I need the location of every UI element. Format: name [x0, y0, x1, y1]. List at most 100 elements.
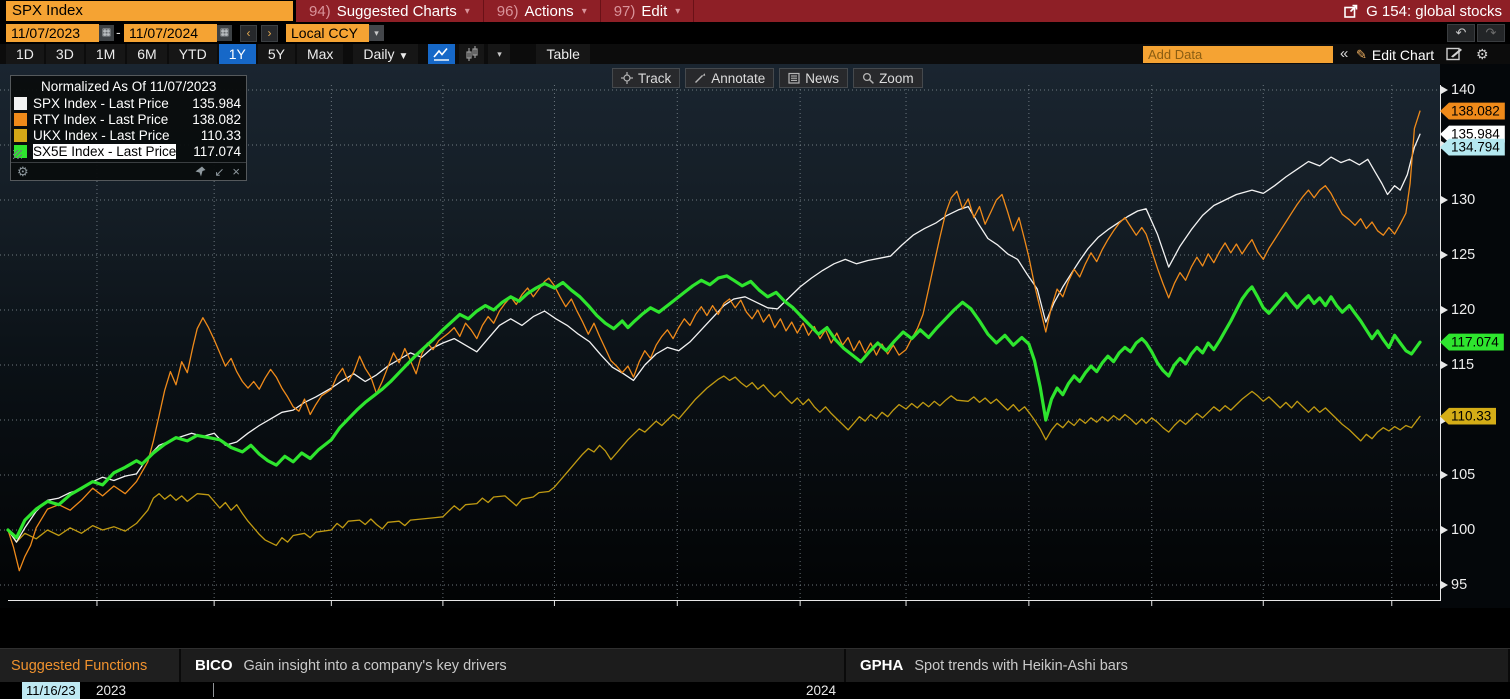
price-tick: 140: [1441, 82, 1475, 98]
line-chart-icon: [433, 47, 449, 61]
legend-gear-icon[interactable]: ⚙: [17, 163, 29, 179]
pin-icon[interactable]: [195, 166, 206, 177]
tick-arrow-icon: [1441, 306, 1448, 314]
legend-row[interactable]: SX5E Index - Last Price 117.074: [11, 143, 246, 159]
menu-item-number: 94): [309, 2, 331, 20]
frequency-select[interactable]: Daily ▼: [353, 44, 419, 64]
range-start-date-tag: 11/16/23: [22, 682, 80, 699]
series-rty: [7, 110, 1421, 572]
table-button[interactable]: Table: [536, 44, 590, 64]
series-ukx: [7, 375, 1421, 547]
legend-series-value: 117.074: [193, 143, 241, 159]
legend-close-icon[interactable]: ×: [232, 164, 240, 179]
security-input[interactable]: SPX Index: [6, 1, 293, 21]
year-divider: [213, 683, 214, 697]
prev-period-button[interactable]: ‹: [240, 25, 257, 42]
tick-label: 120: [1451, 302, 1476, 318]
overlay-button-label: Zoom: [879, 70, 914, 86]
minimize-arrow-icon[interactable]: ↙: [214, 164, 225, 179]
tick-label: 100: [1451, 522, 1476, 538]
menu-item-edit[interactable]: 97) Edit ▾: [601, 0, 695, 22]
legend-resize-grip[interactable]: [13, 150, 22, 159]
range-tab-1y[interactable]: 1Y: [218, 44, 256, 64]
annotate-button[interactable]: Annotate: [685, 68, 775, 88]
time-axis-years: 11/16/23 2023 2024: [0, 682, 1440, 699]
legend-row[interactable]: SPX Index - Last Price 135.984: [11, 95, 246, 111]
calendar-from-icon[interactable]: ▦: [99, 25, 114, 41]
suggestion-code: BICO: [195, 657, 233, 674]
chart-annotations-icon[interactable]: [1446, 46, 1463, 62]
date-from-field[interactable]: 11/07/2023: [6, 24, 99, 42]
candlestick-icon: [466, 46, 478, 61]
menu-item-actions[interactable]: 96) Actions ▾: [484, 0, 601, 22]
track-button[interactable]: Track: [612, 68, 681, 88]
candle-body: [466, 51, 472, 59]
redo-button[interactable]: ↷: [1477, 24, 1505, 42]
i: [869, 79, 874, 84]
tick-arrow-icon: [1441, 251, 1448, 259]
suggested-functions-header: Suggested Functions: [0, 649, 181, 682]
date-separator: -: [116, 24, 121, 40]
suggestion-desc: Spot trends with Heikin-Ashi bars: [914, 657, 1128, 674]
legend-series-value: 110.33: [200, 127, 241, 143]
add-data-input[interactable]: [1143, 46, 1333, 63]
range-tab-5y[interactable]: 5Y: [257, 44, 295, 64]
range-tab-1m[interactable]: 1M: [85, 44, 126, 64]
range-tab-max[interactable]: Max: [296, 44, 344, 64]
range-tab-6m[interactable]: 6M: [127, 44, 167, 64]
chevron-down-icon: ▾: [464, 5, 470, 17]
range-tab-1d[interactable]: 1D: [6, 44, 44, 64]
settings-gear-icon[interactable]: ⚙: [1476, 46, 1489, 62]
workspace-label: G 154: global stocks: [1366, 2, 1502, 20]
undo-button[interactable]: ↶: [1447, 24, 1475, 42]
next-period-button[interactable]: ›: [261, 25, 278, 42]
line-chart-glyph: [433, 47, 448, 58]
price-tick: 120: [1441, 302, 1475, 318]
workspace-link[interactable]: G 154: global stocks: [1344, 0, 1510, 22]
legend-row[interactable]: UKX Index - Last Price 110.33: [11, 127, 246, 143]
news-button[interactable]: News: [779, 68, 849, 88]
annotate-icon: [695, 73, 706, 83]
candle-chart-type-button[interactable]: [459, 44, 485, 64]
overlay-button-label: Track: [638, 70, 672, 86]
edit-chart-label: Edit Chart: [1371, 46, 1435, 63]
range-tab-3d[interactable]: 3D: [45, 44, 84, 64]
suggestion-code: GPHA: [860, 657, 904, 674]
legend-row[interactable]: RTY Index - Last Price 138.082: [11, 111, 246, 127]
tick-label: 105: [1451, 467, 1476, 483]
collapse-panel-button[interactable]: «: [1340, 45, 1349, 62]
suggestion-bico[interactable]: BICO Gain insight into a company's key d…: [181, 649, 846, 682]
tick-arrow-icon: [1441, 581, 1448, 589]
tick-label: 130: [1451, 192, 1476, 208]
chart-type-dropdown[interactable]: ▾: [488, 44, 511, 64]
edit-chart-button[interactable]: ✎ Edit Chart: [1356, 44, 1434, 65]
tick-arrow-icon: [1441, 526, 1448, 534]
menu-item-number: 96): [496, 2, 519, 20]
zoom-button[interactable]: Zoom: [853, 68, 923, 88]
menu-item-number: 97): [613, 2, 636, 20]
date-to-field[interactable]: 11/07/2024: [124, 24, 217, 42]
tick-arrow-icon: [1441, 361, 1448, 369]
legend-swatch: [14, 96, 27, 110]
chart-legend[interactable]: Normalized As Of 11/07/2023 SPX Index - …: [10, 75, 247, 181]
i: [702, 73, 706, 76]
price-tick: 95: [1441, 577, 1467, 593]
legend-rows: SPX Index - Last Price 135.984 RTY Index -…: [11, 95, 246, 159]
pencil-icon: ✎: [1356, 46, 1367, 62]
chart-plot-area[interactable]: Normalized As Of 11/07/2023 SPX Index - …: [0, 64, 1440, 699]
price-tag: 110.33: [1440, 407, 1497, 425]
price-axis[interactable]: 14013513012512011511010510095138.082135.…: [1440, 64, 1510, 608]
year-label-2024: 2024: [806, 683, 837, 698]
suggestion-gpha[interactable]: GPHA Spot trends with Heikin-Ashi bars: [846, 649, 1510, 682]
right-tools: « ✎ Edit Chart ⚙: [1143, 44, 1510, 65]
legend-swatch: [14, 128, 27, 142]
menu-item-suggested-charts[interactable]: 94) Suggested Charts ▾: [296, 0, 484, 22]
legend-title: Normalized As Of 11/07/2023: [41, 79, 217, 94]
line-chart-type-button[interactable]: [428, 44, 456, 64]
price-tag: 135.984: [1440, 125, 1505, 143]
calendar-to-icon[interactable]: ▦: [217, 25, 232, 41]
range-tab-ytd[interactable]: YTD: [168, 44, 217, 64]
currency-select[interactable]: Local CCY: [286, 24, 369, 42]
currency-caret-icon[interactable]: ▾: [369, 25, 384, 41]
tick-label: 95: [1451, 577, 1468, 593]
